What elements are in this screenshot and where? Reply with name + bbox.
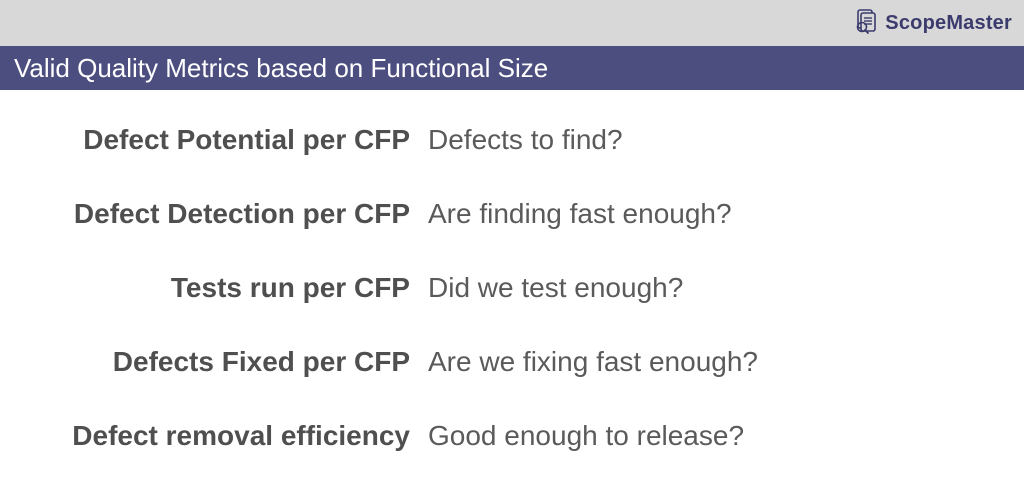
metric-name: Defect Detection per CFP <box>0 198 428 230</box>
metric-row: Defect Potential per CFP Defects to find… <box>0 124 1024 156</box>
metric-name: Tests run per CFP <box>0 272 428 304</box>
metric-question: Did we test enough? <box>428 272 1024 304</box>
slide: ScopeMaster Valid Quality Metrics based … <box>0 0 1024 502</box>
metrics-table: Defect Potential per CFP Defects to find… <box>0 90 1024 452</box>
metric-name: Defect removal efficiency <box>0 420 428 452</box>
metric-row: Defect removal efficiency Good enough to… <box>0 420 1024 452</box>
metric-name: Defects Fixed per CFP <box>0 346 428 378</box>
metric-question: Are we fixing fast enough? <box>428 346 1024 378</box>
topbar: ScopeMaster <box>0 0 1024 46</box>
brand-name: ScopeMaster <box>885 12 1012 35</box>
metric-question: Are finding fast enough? <box>428 198 1024 230</box>
metric-question: Defects to find? <box>428 124 1024 156</box>
document-icon <box>853 8 879 39</box>
brand-logo: ScopeMaster <box>853 8 1012 39</box>
page-title: Valid Quality Metrics based on Functiona… <box>14 53 548 84</box>
title-bar: Valid Quality Metrics based on Functiona… <box>0 46 1024 90</box>
metric-name: Defect Potential per CFP <box>0 124 428 156</box>
metric-row: Defect Detection per CFP Are finding fas… <box>0 198 1024 230</box>
metric-row: Defects Fixed per CFP Are we fixing fast… <box>0 346 1024 378</box>
metric-question: Good enough to release? <box>428 420 1024 452</box>
metric-row: Tests run per CFP Did we test enough? <box>0 272 1024 304</box>
